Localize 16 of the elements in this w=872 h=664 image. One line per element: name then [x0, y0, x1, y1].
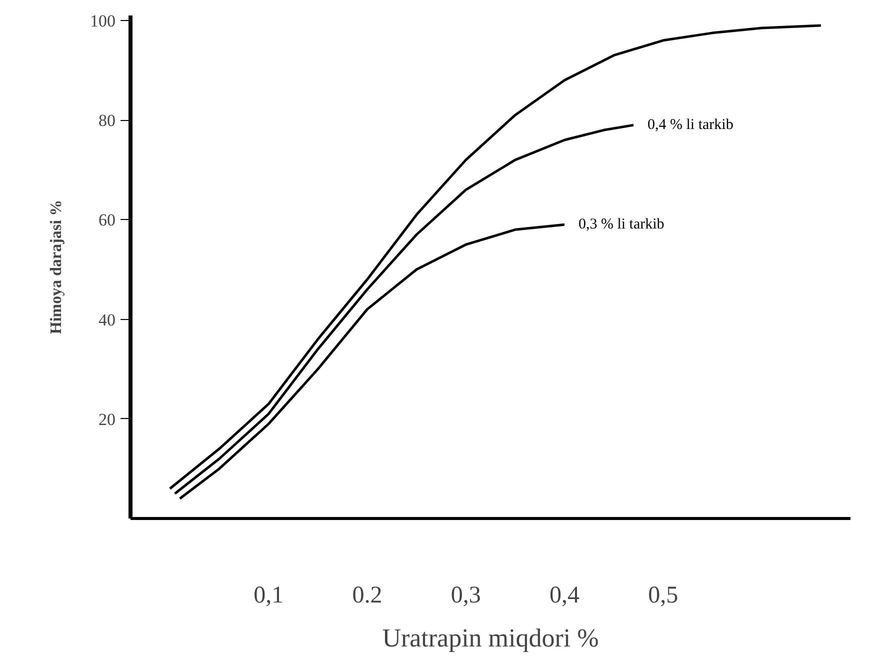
x-tick-label: 0,5 [648, 582, 678, 608]
y-tick-label: 100 [90, 11, 116, 30]
series-label: 0,3 % li tarkib [578, 216, 664, 233]
series-label: 0,4 % li tarkib [648, 117, 734, 134]
y-tick-label: 80 [98, 111, 116, 130]
x-tick-label: 0,1 [254, 582, 284, 608]
x-tick-label: 0,4 [549, 582, 580, 608]
y-axis-title: Himoya darajasi % [48, 200, 65, 334]
y-tick-label: 60 [98, 210, 116, 230]
x-axis-title: Uratrapin miqdori % [382, 624, 599, 652]
line-series [178, 223, 566, 500]
x-tick-label: 0.2 [352, 582, 382, 608]
x-tick-label: 0,3 [450, 582, 481, 608]
line-series [168, 24, 822, 490]
y-tick-label: 40 [98, 310, 116, 330]
y-tick-label: 20 [98, 410, 116, 429]
